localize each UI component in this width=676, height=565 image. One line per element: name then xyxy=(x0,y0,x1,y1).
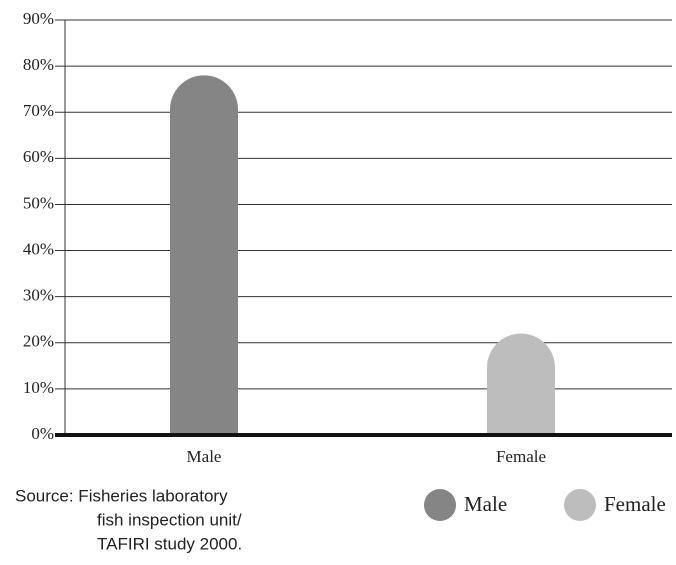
y-tick-label: 20% xyxy=(23,332,54,351)
x-tick-label: Male xyxy=(187,447,222,466)
source-line: TAFIRI study 2000. xyxy=(97,534,242,553)
bar xyxy=(487,333,555,435)
legend-swatch xyxy=(564,489,596,521)
y-tick-label: 80% xyxy=(23,55,54,74)
y-tick-label: 40% xyxy=(23,239,54,258)
y-tick-label: 30% xyxy=(23,286,54,305)
legend-swatch xyxy=(424,489,456,521)
source-line: Source: Fisheries laboratory xyxy=(15,486,228,505)
y-tick-label: 70% xyxy=(23,101,54,120)
legend-label: Female xyxy=(604,492,666,516)
y-tick-label: 60% xyxy=(23,147,54,166)
y-tick-label: 10% xyxy=(23,378,54,397)
source-line: fish inspection unit/ xyxy=(97,510,242,529)
y-tick-label: 0% xyxy=(31,424,54,443)
y-tick-label: 50% xyxy=(23,193,54,212)
y-tick-label: 90% xyxy=(23,9,54,28)
bar xyxy=(170,75,238,435)
x-tick-label: Female xyxy=(496,447,546,466)
legend-label: Male xyxy=(464,492,507,516)
